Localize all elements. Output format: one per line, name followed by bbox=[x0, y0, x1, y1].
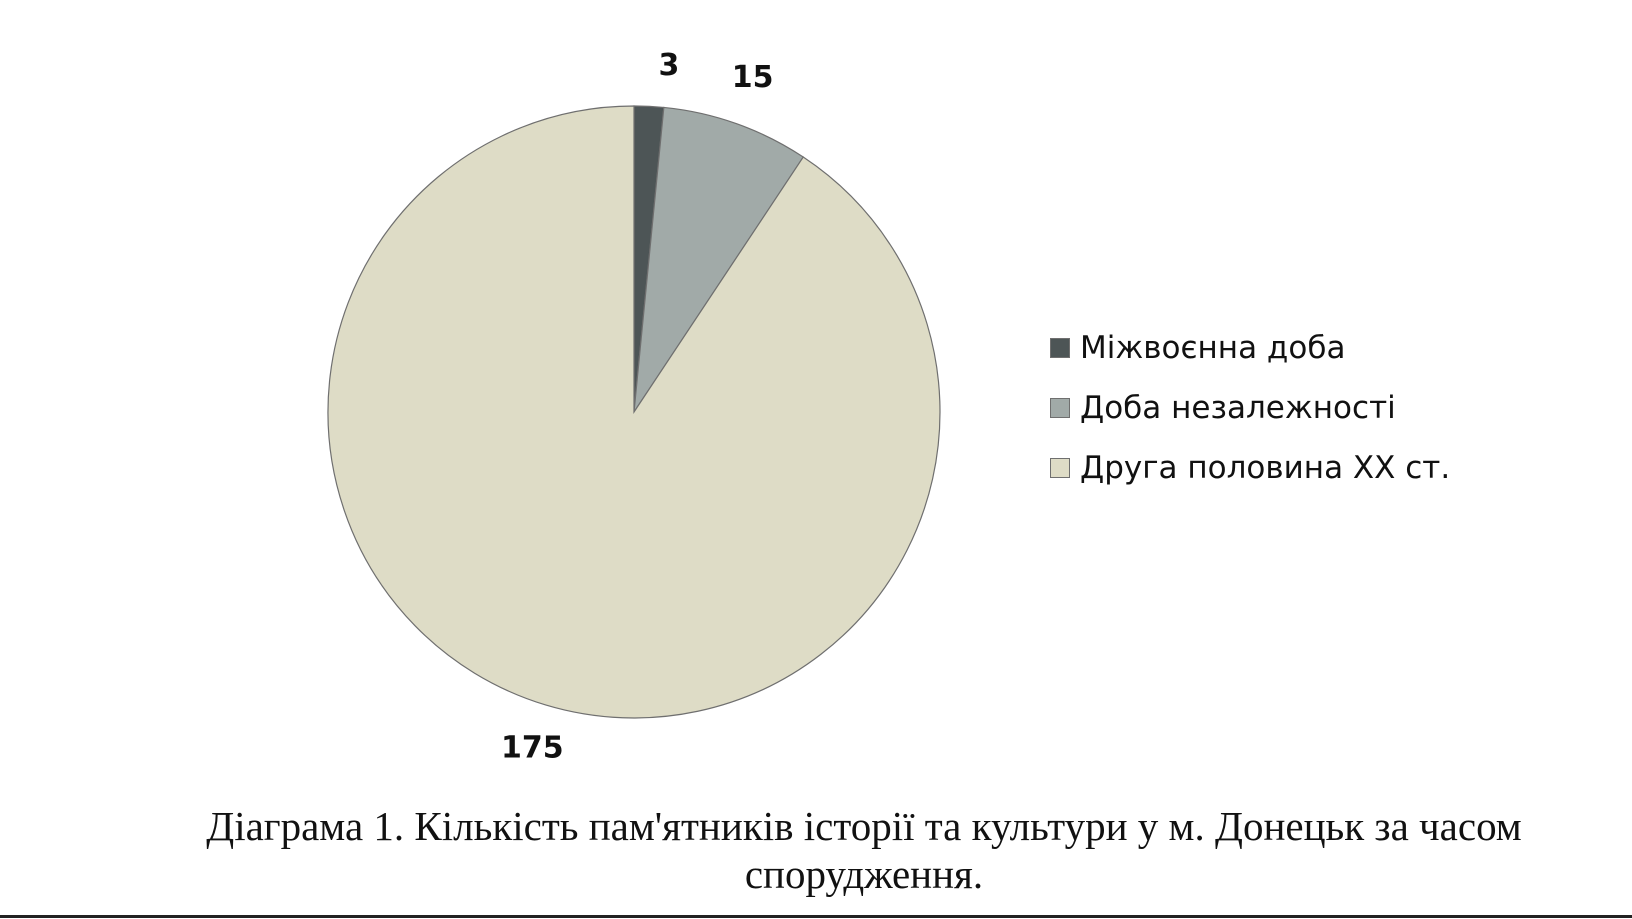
chart-legend: Міжвоєнна доба Доба незалежності Друга п… bbox=[1050, 318, 1450, 498]
legend-label-druha-polovyna: Друга половина XX ст. bbox=[1080, 450, 1451, 486]
legend-label-mizhvoienna: Міжвоєнна доба bbox=[1080, 330, 1346, 366]
legend-item-nezalezhnist: Доба незалежності bbox=[1050, 378, 1450, 438]
legend-swatch-mizhvoienna bbox=[1050, 338, 1070, 358]
legend-swatch-nezalezhnist bbox=[1050, 398, 1070, 418]
legend-item-druha-polovyna: Друга половина XX ст. bbox=[1050, 438, 1450, 498]
data-label-druha-polovyna: 175 bbox=[501, 730, 564, 765]
legend-item-mizhvoienna: Міжвоєнна доба bbox=[1050, 318, 1450, 378]
pie-slices bbox=[327, 105, 941, 719]
legend-label-nezalezhnist: Доба незалежності bbox=[1080, 390, 1396, 426]
figure-caption: Діаграма 1. Кількість пам'ятників історі… bbox=[96, 802, 1632, 898]
caption-line-1: Діаграма 1. Кількість пам'ятників історі… bbox=[206, 803, 1522, 849]
data-label-nezalezhnist: 15 bbox=[732, 60, 774, 95]
caption-line-2: спорудження. bbox=[744, 851, 984, 897]
data-label-mizhvoienna: 3 bbox=[658, 48, 679, 83]
page-divider bbox=[0, 915, 1632, 918]
pie-slice-druha-polovyna bbox=[327, 105, 941, 719]
legend-swatch-druha-polovyna bbox=[1050, 458, 1070, 478]
pie-data-labels: 3 15 175 bbox=[501, 48, 774, 766]
pie-slice-nezalezhnist bbox=[633, 106, 805, 413]
